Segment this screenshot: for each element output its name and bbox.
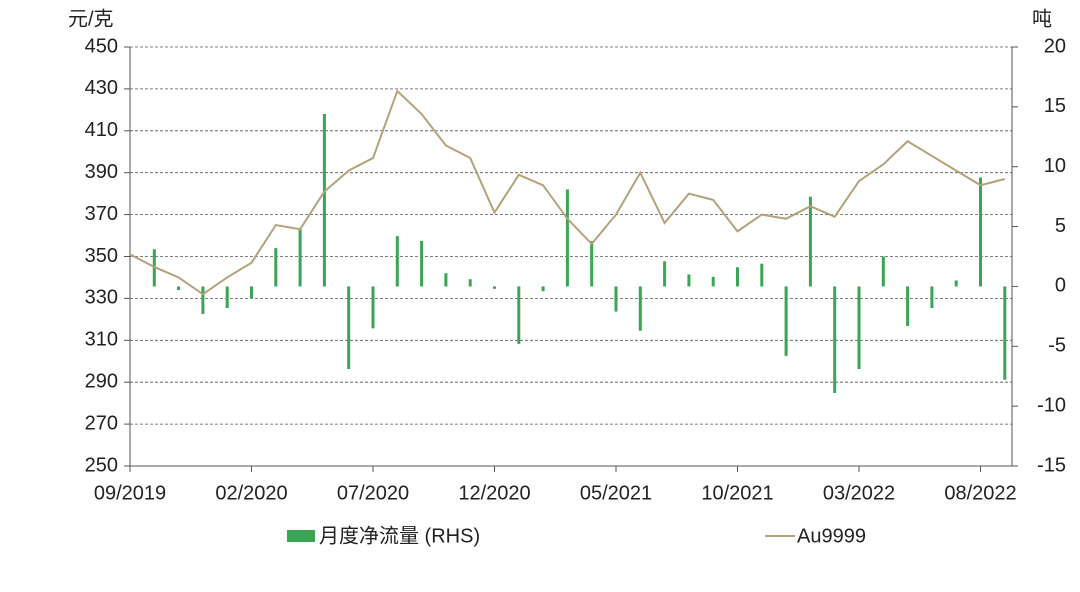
y-tick-label: 410 [85,119,118,141]
x-tick-label: 05/2021 [580,482,652,504]
bar [833,286,837,393]
x-tick-label: 08/2022 [944,482,1016,504]
bar [954,280,958,287]
y-tick-label: 450 [85,35,118,57]
bar [808,196,812,287]
y2-tick-label: 0 [1055,275,1066,297]
y-axis-label: 元/克 [68,7,114,30]
y-tick-label: 270 [85,412,118,434]
bar [565,189,569,287]
bar [687,274,691,287]
x-tick-label: 03/2022 [823,482,895,504]
bar [517,286,521,344]
x-tick-label: 12/2020 [458,482,530,504]
bar [881,256,885,287]
bar [979,177,982,287]
bar [906,286,910,326]
bar [1003,286,1007,380]
bar [930,286,934,308]
bar [250,286,253,299]
bar [347,286,351,370]
bar [201,286,205,314]
y2-tick-label: 10 [1044,155,1066,177]
bar [420,240,424,287]
bar [760,263,764,287]
bar [177,286,181,291]
bar [590,240,594,287]
bar [711,276,715,287]
bar [371,286,375,329]
legend-swatch [287,530,315,542]
bar [493,286,496,289]
x-tick-label: 07/2020 [337,482,409,504]
x-tick-label: 02/2020 [215,482,287,504]
bar [736,267,739,287]
bar [784,286,788,356]
x-tick-label: 10/2021 [701,482,773,504]
y2-tick-label: -15 [1037,454,1066,476]
bar [468,279,472,287]
y2-axis-label: 吨 [1032,7,1052,30]
y-tick-label: 350 [85,245,118,267]
bar [322,114,326,287]
bar [395,236,399,287]
legend-label: Au9999 [797,525,866,547]
y-tick-label: 310 [85,329,118,351]
x-tick-label: 09/2019 [94,482,166,504]
y-tick-label: 250 [85,454,118,476]
bar [298,228,302,287]
bar [663,261,667,287]
y-tick-label: 330 [85,287,118,309]
y2-tick-label: 15 [1044,95,1066,117]
bar [857,286,861,370]
bar [638,286,642,331]
y-tick-label: 370 [85,203,118,225]
bar [444,273,448,287]
bar [614,286,618,312]
y-tick-label: 430 [85,77,118,99]
y-tick-label: 290 [85,370,118,392]
y-tick-label: 390 [85,161,118,183]
line [129,89,1006,296]
y2-tick-label: -5 [1048,335,1066,357]
y2-tick-label: -10 [1037,394,1066,416]
y2-tick-label: 20 [1044,35,1066,57]
bar [274,248,278,287]
bar [225,286,229,308]
bar [541,286,545,292]
legend-label: 月度净流量 (RHS) [319,524,480,547]
y2-tick-label: 5 [1055,215,1066,237]
